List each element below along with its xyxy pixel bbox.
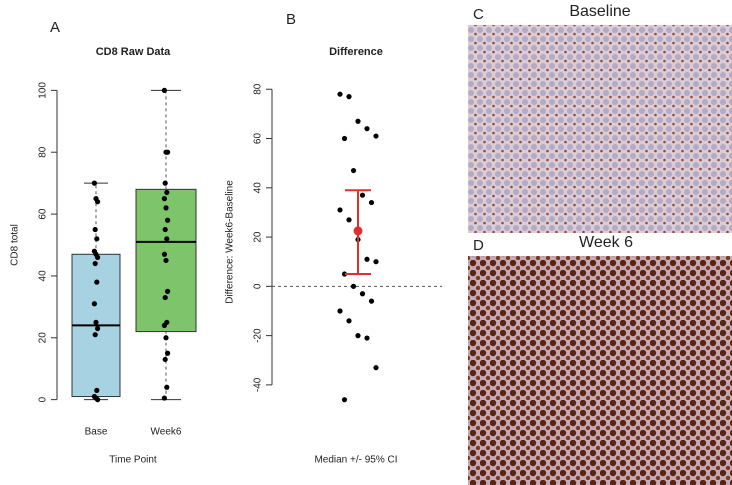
point <box>346 318 352 324</box>
y-tick-label: 20 <box>253 231 264 243</box>
point <box>368 298 375 304</box>
point <box>163 335 169 341</box>
point <box>95 254 101 260</box>
point <box>364 256 370 262</box>
y-axis-label: Difference: Week6-Baseline <box>225 180 236 304</box>
point <box>163 205 169 211</box>
point <box>94 236 100 242</box>
point <box>164 236 170 242</box>
point <box>161 196 167 202</box>
panel-label: D <box>473 237 484 254</box>
x-tick-label: Base <box>85 427 108 438</box>
panel-label: C <box>473 6 484 23</box>
point <box>165 217 171 223</box>
point <box>92 260 98 267</box>
point <box>95 199 101 205</box>
point <box>346 217 352 223</box>
y-tick-label: 60 <box>38 208 49 220</box>
image-caption: Week 6 <box>579 234 633 251</box>
point <box>373 365 379 371</box>
median-point <box>353 226 363 236</box>
point <box>92 332 98 338</box>
point <box>364 126 370 132</box>
y-tick-label: 100 <box>38 82 49 99</box>
point <box>164 384 170 390</box>
point <box>165 288 171 294</box>
point <box>165 149 171 155</box>
y-axis-label: CD8 total <box>10 224 21 266</box>
point <box>161 251 167 257</box>
point <box>341 135 348 142</box>
panel-label: B <box>286 11 296 28</box>
point <box>91 180 97 186</box>
point <box>355 333 361 339</box>
y-tick-label: 80 <box>38 146 49 158</box>
point <box>162 356 168 363</box>
point <box>373 259 379 265</box>
point <box>368 199 375 206</box>
point <box>373 133 379 139</box>
chart-title: CD8 Raw Data <box>96 46 171 58</box>
point <box>350 283 357 289</box>
point <box>95 397 101 403</box>
point <box>359 192 366 198</box>
point <box>350 167 357 174</box>
point <box>93 319 99 325</box>
point <box>91 301 97 307</box>
chart-title: Difference <box>329 46 383 58</box>
point <box>94 279 100 285</box>
image-caption: Baseline <box>569 3 630 20</box>
x-axis-label: Median +/- 95% CI <box>314 455 397 466</box>
point <box>162 294 168 301</box>
y-tick-label: 0 <box>253 283 264 289</box>
point <box>337 207 343 213</box>
point <box>337 308 343 314</box>
ihc-image-week6 <box>468 256 732 485</box>
point <box>163 257 169 264</box>
box <box>135 188 197 333</box>
point <box>364 335 370 341</box>
y-tick-label: 20 <box>38 332 49 344</box>
point <box>341 397 348 403</box>
ihc-image-baseline <box>468 25 732 233</box>
y-tick-label: 40 <box>253 182 264 194</box>
point <box>164 189 170 196</box>
x-tick-label: Week6 <box>151 427 182 438</box>
y-tick-label: -20 <box>253 328 264 343</box>
point <box>162 180 168 186</box>
y-tick-label: -40 <box>253 377 264 392</box>
y-tick-label: 0 <box>38 396 49 402</box>
point <box>95 325 101 332</box>
point <box>165 350 171 356</box>
panel-label: A <box>50 19 60 36</box>
point <box>346 94 352 100</box>
point <box>355 118 361 124</box>
point <box>337 91 343 97</box>
y-tick-label: 60 <box>253 133 264 145</box>
y-tick-label: 80 <box>253 83 264 95</box>
point <box>161 87 167 93</box>
point <box>162 226 168 233</box>
point <box>341 271 348 277</box>
point <box>359 291 366 297</box>
y-tick-label: 40 <box>38 270 49 282</box>
point <box>94 387 100 393</box>
point <box>161 322 167 329</box>
x-axis-label: Time Point <box>109 455 157 466</box>
point <box>92 226 98 233</box>
point <box>161 395 167 401</box>
